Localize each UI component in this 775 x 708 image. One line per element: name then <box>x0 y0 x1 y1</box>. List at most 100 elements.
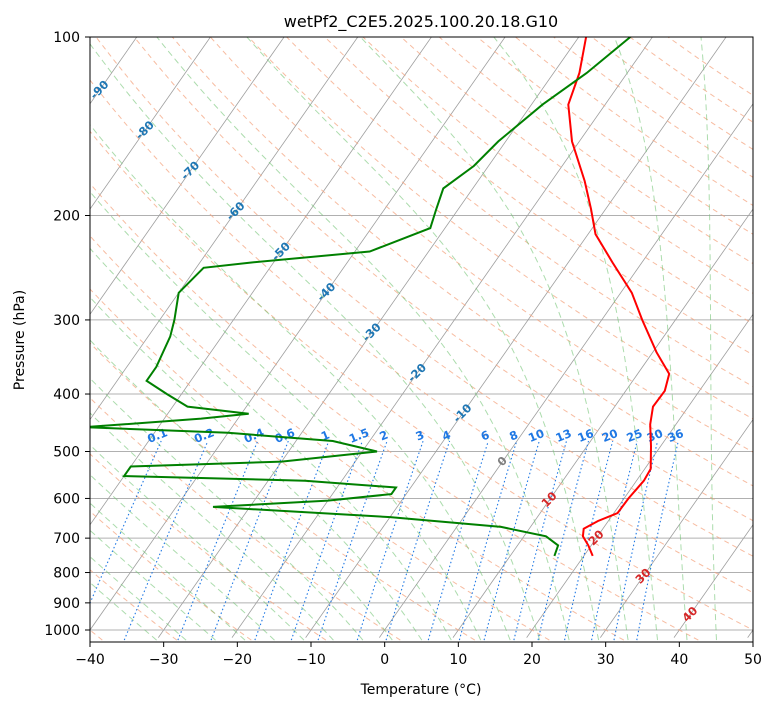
moist-adiabat <box>90 43 541 641</box>
moist-adiabat <box>613 37 688 641</box>
isotherm-line <box>379 103 753 638</box>
isotherm-label: 40 <box>679 604 700 625</box>
mixing-ratio-label: 36 <box>666 426 686 445</box>
moist-adiabat <box>90 502 246 641</box>
mixing-ratio-label: 16 <box>576 426 596 445</box>
isotherm-line <box>90 37 359 421</box>
mixing-ratio-line <box>177 440 259 641</box>
y-tick-label: 1000 <box>44 623 80 639</box>
moist-adiabat <box>360 37 629 641</box>
x-tick-label: −20 <box>223 652 253 668</box>
dry-adiabat <box>400 37 753 294</box>
y-tick-label: 100 <box>53 30 80 46</box>
moist-adiabat <box>700 37 717 641</box>
moist-adiabat <box>90 412 334 641</box>
dry-adiabat <box>90 288 550 641</box>
y-tick-label: 600 <box>53 491 80 507</box>
mixing-ratio-label: 0.2 <box>192 425 216 446</box>
moist-adiabat <box>246 37 600 641</box>
isotherm-line <box>673 524 753 638</box>
moist-adiabat <box>90 296 423 641</box>
mixing-ratio-label: 25 <box>624 426 644 445</box>
annotation-layer: -100-90-80-70-60-50-40-30-20-10010203040… <box>90 77 700 625</box>
dry-adiabat <box>591 37 753 151</box>
mixing-ratio-line <box>513 440 568 641</box>
x-tick-label: 0 <box>380 652 389 668</box>
isotherm-label: 0 <box>494 453 510 469</box>
moist-adiabat <box>90 444 305 641</box>
dry-adiabat <box>286 37 753 388</box>
isotherm-label: -80 <box>132 118 157 143</box>
x-tick-label: 50 <box>744 652 762 668</box>
x-tick-label: −30 <box>149 652 179 668</box>
temperature-line <box>567 37 671 557</box>
y-tick-label: 300 <box>53 313 80 329</box>
isotherm-line <box>526 313 753 638</box>
dry-adiabat <box>324 37 753 356</box>
dry-adiabat <box>133 37 753 522</box>
mixing-ratio-line <box>254 440 330 641</box>
dry-adiabat <box>210 37 753 453</box>
mixing-ratio-line <box>458 440 518 641</box>
dry-adiabat <box>95 37 753 557</box>
x-tick-label: −40 <box>75 652 105 668</box>
x-tick-label: 30 <box>597 652 615 668</box>
mixing-ratio-label: 1.5 <box>347 425 371 446</box>
dewpoint-line <box>90 37 631 557</box>
mixing-ratio-line <box>356 440 424 641</box>
mixing-ratio-label: 10 <box>526 426 546 445</box>
dry-adiabat <box>90 342 476 641</box>
profile-layer <box>90 37 671 557</box>
mixing-ratio-line <box>385 440 451 641</box>
dry-adiabat <box>90 235 625 641</box>
mixing-ratio-line <box>427 440 489 641</box>
isotherm-label: -70 <box>178 158 203 183</box>
mixing-ratio-label: 13 <box>553 426 573 445</box>
y-tick-label: 200 <box>53 209 80 225</box>
moist-adiabat <box>90 474 275 641</box>
dry-adiabat <box>90 397 401 641</box>
moist-adiabat <box>90 339 393 641</box>
moist-adiabat <box>90 247 452 641</box>
dry-adiabat <box>90 79 753 594</box>
dry-adiabat <box>476 37 753 235</box>
isotherm-label: -20 <box>405 360 430 385</box>
isotherm-line <box>600 418 753 638</box>
mixing-ratio-label: 0.1 <box>145 425 169 446</box>
mixing-ratio-label: 20 <box>600 426 620 445</box>
mixing-ratio-line <box>210 440 289 641</box>
x-tick-label: 10 <box>449 652 467 668</box>
dry-adiabat <box>248 37 753 420</box>
dry-adiabat <box>90 130 753 631</box>
mixing-ratio-line <box>564 440 614 641</box>
grid-layer <box>90 37 753 641</box>
mixing-ratio-line <box>613 440 659 641</box>
y-tick-label: 800 <box>53 566 80 582</box>
mixing-ratio-label: 2 <box>377 428 390 444</box>
mixing-ratio-line <box>317 440 388 641</box>
x-tick-label: 20 <box>523 652 541 668</box>
dry-adiabat <box>90 569 178 641</box>
dry-adiabat <box>90 182 699 641</box>
isotherm-line <box>90 37 506 631</box>
y-tick-label: 500 <box>53 444 80 460</box>
mixing-ratio-label: 8 <box>507 428 520 444</box>
isotherm-line <box>90 37 432 526</box>
x-tick-label: −10 <box>296 652 326 668</box>
dry-adiabat <box>171 37 753 487</box>
x-tick-label: 40 <box>670 652 688 668</box>
mixing-ratio-line <box>483 440 540 641</box>
dry-adiabat <box>667 37 753 96</box>
mixing-ratio-line <box>537 440 590 641</box>
dry-adiabat <box>553 37 753 178</box>
mixing-ratio-label: 3 <box>413 428 426 444</box>
moist-adiabat <box>156 37 570 641</box>
isotherm-label: 10 <box>538 489 559 510</box>
axis-layer: −40 −30 −20 −10 0 10 20 30 40 5010020030040050060… <box>44 30 762 668</box>
y-axis-label: Pressure (hPa) <box>12 290 28 390</box>
moist-adiabat <box>493 37 658 641</box>
chart-title: wetPf2_C2E5.2025.100.20.18.G10 <box>284 12 558 32</box>
plot-frame <box>89 36 754 643</box>
mixing-ratio-line <box>90 440 162 605</box>
